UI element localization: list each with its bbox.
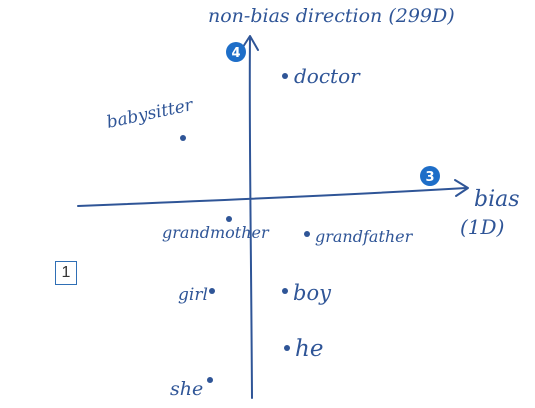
slide-number-box: 1: [55, 261, 77, 285]
word-point-boy: [282, 288, 288, 294]
y-axis-badge-number: 4: [231, 46, 240, 61]
word-label-grandmother: grandmother: [162, 223, 270, 242]
word-point-he: [284, 345, 290, 351]
word-point-girl: [209, 288, 215, 294]
y-axis: [248, 37, 253, 399]
word-point-babysitter: [180, 135, 186, 141]
slide-number: 1: [61, 264, 71, 281]
y-axis-badge: [226, 42, 246, 62]
x-axis-badge: [420, 166, 440, 186]
word-label-boy: boy: [293, 281, 332, 305]
y-axis-label: non-bias direction (299D): [208, 5, 455, 27]
word-label-doctor: doctor: [294, 64, 361, 88]
word-label-she: she: [170, 378, 203, 400]
word-label-girl: girl: [178, 285, 208, 305]
word-label-grandfather: grandfather: [315, 227, 414, 246]
word-label-babysitter: babysitter: [105, 95, 196, 133]
x-axis-label: bias: [474, 187, 520, 212]
y-axis-arrowhead: [240, 35, 259, 51]
word-point-grandmother: [226, 216, 232, 222]
word-point-doctor: [282, 73, 288, 79]
x-axis-badge-number: 3: [425, 170, 434, 185]
word-point-grandfather: [304, 231, 310, 237]
word-point-she: [207, 377, 213, 383]
word-label-he: he: [295, 336, 323, 362]
x-axis-arrowhead: [454, 179, 469, 197]
x-axis: [77, 187, 467, 207]
x-axis-dimension-label: (1D): [460, 215, 504, 239]
